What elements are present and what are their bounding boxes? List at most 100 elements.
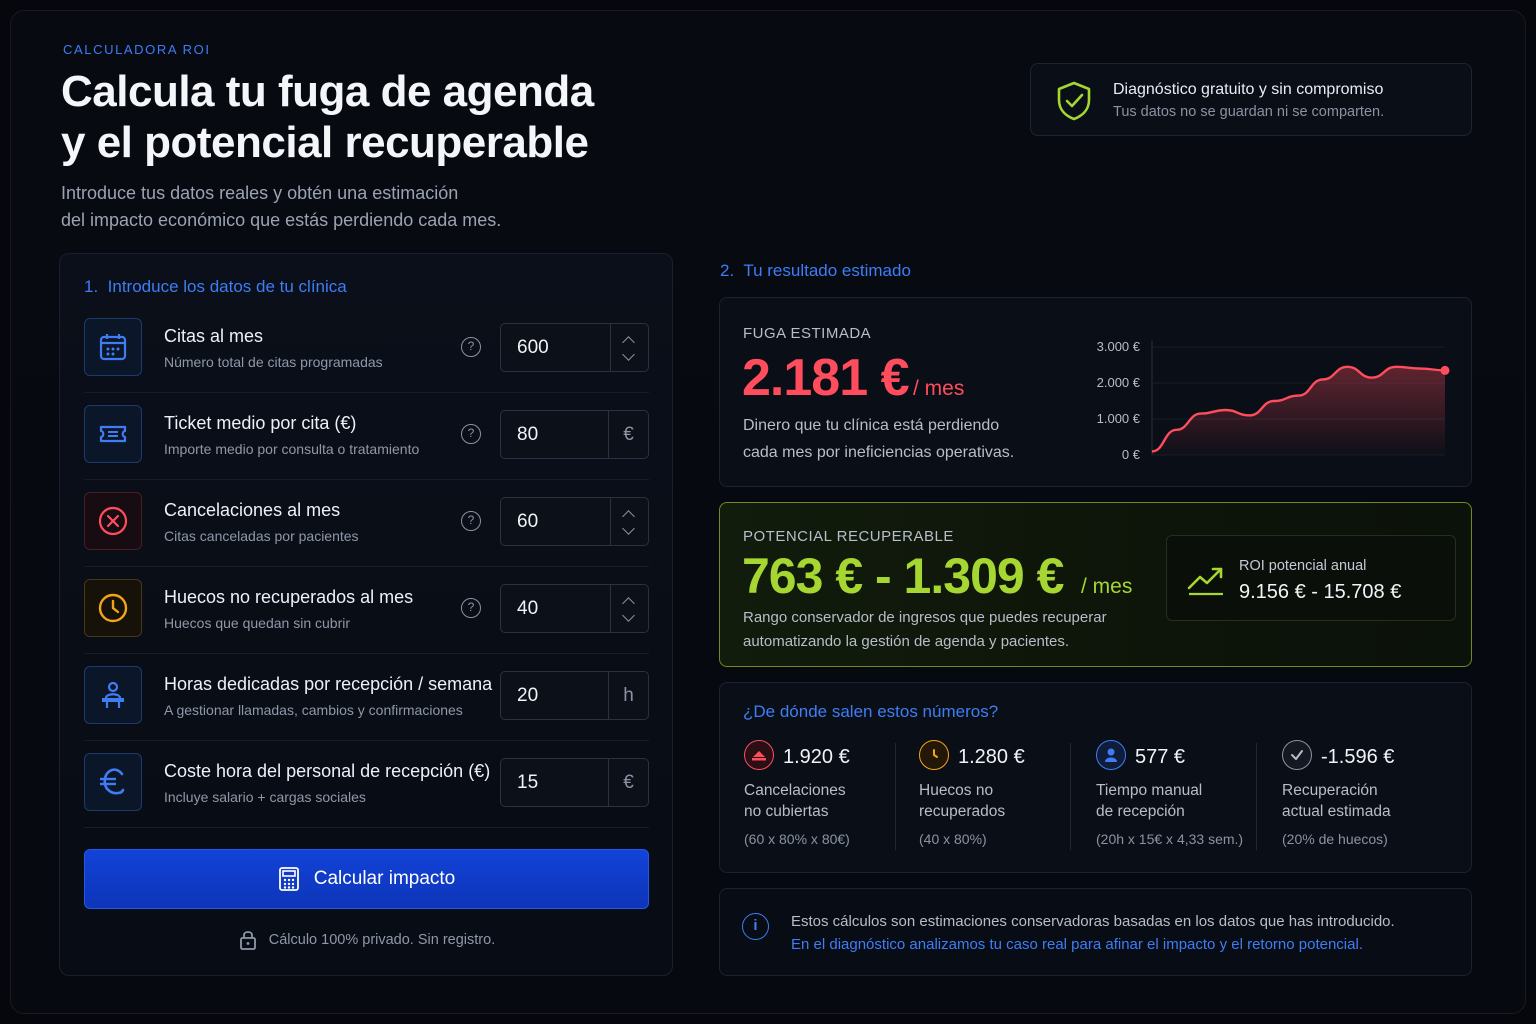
calendar-icon — [84, 318, 142, 376]
breakdown-card: ¿De dónde salen estos números? 1.920 € C… — [719, 682, 1472, 873]
field-value: 80 — [517, 424, 539, 445]
calculator-icon — [278, 867, 299, 891]
ticket-input[interactable]: 80 € — [500, 410, 649, 459]
leak-per: / mes — [913, 377, 965, 400]
field-value: 20 — [517, 685, 539, 706]
privacy-text: Cálculo 100% privado. Sin registro. — [268, 932, 496, 948]
breakdown-name-line-2: no cubiertas — [744, 803, 829, 820]
field-value: 40 — [517, 598, 539, 619]
cancel-icon — [84, 492, 142, 550]
number-stepper[interactable] — [610, 585, 648, 632]
recover-amount: 763 € - 1.309 € — [742, 548, 1064, 604]
row-huecos: Huecos no recuperados al mes Huecos que … — [84, 567, 649, 654]
leak-trend-chart: 3.000 € 2.000 € 1.000 € 0 € — [1097, 339, 1450, 462]
breakdown-name-line-2: actual estimada — [1282, 803, 1391, 820]
coste-hora-input[interactable]: 15 € — [500, 758, 649, 807]
title-line-1: Calcula tu fuga de agenda — [61, 67, 594, 116]
breakdown-item-cancelaciones: 1.920 € Cancelaciones no cubiertas (60 x … — [744, 740, 894, 852]
row-label: Huecos no recuperados al mes — [164, 587, 414, 607]
row-sublabel: Incluye salario + cargas sociales — [164, 789, 366, 805]
badge-title: Diagnóstico gratuito y sin compromiso — [1113, 81, 1384, 98]
breakdown-amount: 1.280 € — [958, 746, 1025, 768]
user-icon — [1096, 740, 1126, 770]
chevron-up-icon[interactable] — [622, 336, 635, 349]
leak-caption: FUGA ESTIMADA — [743, 325, 872, 342]
recover-desc-line-1: Rango conservador de ingresos que puedes… — [743, 609, 1107, 626]
page-title: Calcula tu fuga de agenda y el potencial… — [61, 66, 681, 168]
row-label: Cancelaciones al mes — [164, 500, 341, 520]
breakdown-name: Tiempo manual de recepción — [1096, 780, 1256, 822]
row-label: Horas dedicadas por recepción / semana — [164, 674, 493, 694]
breakdown-formula: (20% de huecos) — [1282, 831, 1388, 847]
horas-input[interactable]: 20 h — [500, 671, 649, 720]
number-stepper[interactable] — [610, 324, 648, 371]
leak-card: FUGA ESTIMADA 2.181 € / mes Dinero que t… — [719, 297, 1472, 487]
chevron-down-icon[interactable] — [622, 348, 635, 361]
help-icon[interactable]: ? — [461, 598, 481, 618]
help-icon[interactable]: ? — [461, 424, 481, 444]
breakdown-amount: 1.920 € — [783, 746, 850, 768]
row-label: Ticket medio por cita (€) — [164, 413, 357, 433]
chevron-down-icon[interactable] — [622, 522, 635, 535]
divider — [1070, 743, 1071, 850]
huecos-input[interactable]: 40 — [500, 584, 649, 633]
section-title-text: Introduce los datos de tu clínica — [107, 277, 347, 296]
row-horas-recepcion: Horas dedicadas por recepción / semana A… — [84, 654, 649, 741]
field-value: 15 — [517, 772, 539, 793]
section-title-text: Tu resultado estimado — [743, 261, 911, 280]
leak-amount: 2.181 € — [742, 349, 909, 407]
note-line-1: Estos cálculos son estimaciones conserva… — [791, 913, 1395, 930]
chevron-up-icon[interactable] — [622, 510, 635, 523]
disclaimer-note: i Estos cálculos son estimaciones conser… — [719, 888, 1472, 976]
row-cancelaciones: Cancelaciones al mes Citas canceladas po… — [84, 480, 649, 567]
row-ticket: Ticket medio por cita (€) Importe medio … — [84, 393, 649, 480]
hours-unit: h — [608, 672, 648, 719]
field-value: 60 — [517, 511, 539, 532]
note-line-2[interactable]: En el diagnóstico analizamos tu caso rea… — [791, 936, 1363, 953]
number-stepper[interactable] — [610, 498, 648, 545]
euro-unit: € — [608, 411, 648, 458]
roi-box: ROI potencial anual 9.156 € - 15.708 € — [1166, 535, 1456, 621]
row-label: Citas al mes — [164, 326, 264, 346]
help-icon[interactable]: ? — [461, 511, 481, 531]
info-icon: i — [742, 913, 769, 940]
roi-label: ROI potencial anual — [1239, 558, 1367, 574]
row-sublabel: Citas canceladas por pacientes — [164, 528, 359, 544]
page-subtitle: Introduce tus datos reales y obtén una e… — [61, 180, 581, 234]
row-coste-hora: Coste hora del personal de recepción (€)… — [84, 741, 649, 828]
subtitle-line-2: del impacto económico que estás perdiend… — [61, 210, 502, 230]
recover-description: Rango conservador de ingresos que puedes… — [743, 606, 1163, 654]
row-sublabel: Número total de citas programadas — [164, 354, 383, 370]
leak-description: Dinero que tu clínica está perdiendo cad… — [743, 412, 1043, 466]
badge-text: Tus datos no se guardan ni se comparten. — [1113, 104, 1385, 120]
chevron-up-icon[interactable] — [622, 597, 635, 610]
field-value: 600 — [517, 337, 549, 358]
privacy-note: Cálculo 100% privado. Sin registro. — [60, 929, 674, 951]
lock-icon — [239, 931, 256, 950]
roi-value: 9.156 € - 15.708 € — [1239, 581, 1402, 603]
breakdown-name-line-1: Huecos no — [919, 782, 994, 799]
breakdown-name-line-1: Cancelaciones — [744, 782, 846, 799]
citas-input[interactable]: 600 — [500, 323, 649, 372]
shield-check-icon — [1057, 81, 1091, 121]
breakdown-formula: (40 x 80%) — [919, 831, 987, 847]
results-section-title: 2. Tu resultado estimado — [720, 261, 911, 281]
cancel-alert-icon — [744, 740, 774, 770]
clock-icon — [84, 579, 142, 637]
row-sublabel: Huecos que quedan sin cubrir — [164, 615, 351, 631]
chart-y-tick-label: 3.000 € — [1097, 339, 1141, 354]
calculate-button[interactable]: Calcular impacto — [84, 849, 649, 909]
recover-caption: POTENCIAL RECUPERABLE — [743, 528, 954, 545]
section-number: 1. — [84, 277, 99, 296]
breakdown-formula: (60 x 80% x 80€) — [744, 831, 850, 847]
help-icon[interactable]: ? — [461, 337, 481, 357]
receptionist-icon — [84, 666, 142, 724]
title-line-2: y el potencial recuperable — [61, 118, 589, 167]
breakdown-name-line-1: Recuperación — [1282, 782, 1378, 799]
check-circle-icon — [1282, 740, 1312, 770]
chevron-down-icon[interactable] — [622, 609, 635, 622]
divider — [895, 743, 896, 850]
breakdown-name-line-1: Tiempo manual — [1096, 782, 1203, 799]
calculate-button-label: Calcular impacto — [313, 868, 456, 889]
cancelaciones-input[interactable]: 60 — [500, 497, 649, 546]
